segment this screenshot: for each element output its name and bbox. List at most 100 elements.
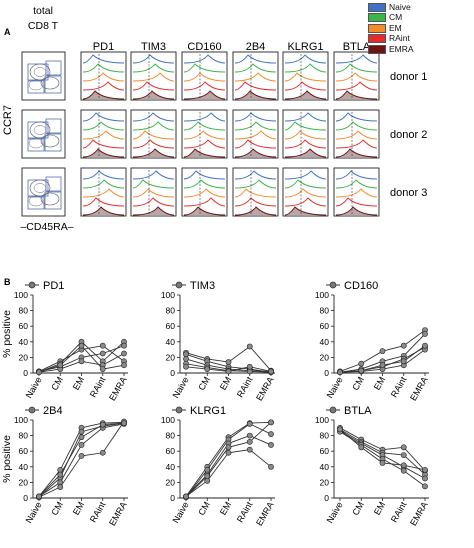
title-dot: [175, 406, 183, 414]
data-point: [99, 342, 106, 349]
histogram-trace: [335, 188, 378, 198]
histogram-trace: [335, 139, 378, 149]
data-point: [78, 358, 85, 365]
gate-plot-donor-2: [21, 109, 66, 159]
histogram-frame: [333, 51, 380, 101]
histogram-cell: [130, 51, 177, 101]
contour: [40, 76, 60, 90]
y-tick-label: 20: [19, 352, 29, 362]
y-tick-label: 100: [315, 290, 329, 300]
y-tick-label: 60: [166, 321, 176, 331]
series-3: [183, 432, 274, 500]
histogram-trace: [183, 54, 226, 64]
histogram-cell: [333, 51, 380, 101]
legend-label: CM: [389, 12, 403, 22]
histogram-frame: [333, 167, 380, 217]
histogram-trace: [284, 54, 327, 64]
y-axis-title: % positive: [1, 310, 13, 358]
y-tick-label: 0: [170, 368, 175, 378]
panel-a-label: A: [4, 27, 11, 37]
y-tick-label: 60: [19, 446, 29, 456]
y-tick-label: 40: [320, 462, 330, 472]
gate-box: [45, 60, 62, 76]
histogram-trace: [183, 81, 226, 91]
histogram-cell: [130, 109, 177, 159]
y-tick-label: 80: [166, 431, 176, 441]
legend-label: EMRA: [389, 43, 414, 54]
gate-plot-donor-1: [21, 51, 66, 101]
title-dot: [175, 281, 183, 289]
data-point: [225, 444, 232, 451]
x-tick-label: EMRA: [254, 375, 276, 403]
data-point: [99, 350, 106, 357]
histogram-trace: [82, 179, 125, 189]
legend-item-emra: EMRA: [368, 44, 472, 54]
y-tick-label: 80: [320, 306, 330, 316]
histogram-trace: [234, 121, 277, 131]
panel-a: A total CD8 T CCR7 –CD45RA– PD1 TIM3 CD160…: [2, 5, 427, 233]
x-tick-label: EMRA: [107, 500, 129, 528]
marker-headers: PD1 TIM3 CD160 2B4 KLRG1 BTLA: [93, 41, 371, 53]
histogram-trace: [284, 206, 327, 216]
gate-box: [27, 179, 49, 197]
histogram-trace: [234, 72, 277, 82]
histogram-trace: [132, 81, 175, 91]
y-axis-title: % positive: [1, 435, 13, 483]
histogram-trace: [183, 170, 226, 180]
data-point: [400, 452, 407, 458]
histogram-trace: [82, 148, 125, 158]
histogram-trace: [284, 112, 327, 122]
histogram-trace: [234, 188, 277, 198]
legend-label: EM: [389, 22, 402, 33]
series-2: [36, 420, 127, 501]
marker-header-tim3: TIM3: [141, 41, 166, 53]
data-point: [57, 471, 64, 478]
data-point: [379, 348, 386, 355]
data-point: [246, 363, 253, 370]
data-point: [422, 467, 428, 473]
y-tick-label: 60: [19, 321, 29, 331]
donor-label-1: donor 1: [390, 71, 427, 83]
data-point: [358, 444, 365, 451]
contour: [40, 134, 60, 148]
donor-label-2: donor 2: [390, 129, 427, 141]
data-point: [225, 449, 232, 456]
donor-labels: donor 1 donor 2 donor 3: [390, 71, 427, 199]
histogram-trace: [234, 170, 277, 180]
histogram-grid: [80, 51, 380, 217]
data-point: [400, 462, 407, 469]
histogram-cell: [333, 109, 380, 159]
x-tick-label: Naive: [171, 500, 191, 525]
data-point: [337, 369, 343, 376]
x-tick-label: EM: [71, 500, 86, 517]
x-tick-label: EM: [218, 375, 233, 392]
data-point: [183, 363, 189, 370]
gate-box: [44, 75, 62, 94]
data-point: [246, 420, 253, 427]
histogram-trace: [82, 112, 125, 122]
data-point: [358, 360, 365, 367]
histogram-trace: [234, 90, 277, 100]
x-tick-label: CM: [350, 375, 366, 392]
series-5: [183, 446, 274, 500]
histogram-trace: [183, 90, 226, 100]
chart-title: BTLA: [344, 405, 372, 417]
chart-title: 2B4: [43, 405, 63, 417]
x-tick-label: EMRA: [408, 500, 430, 528]
histogram-trace: [335, 90, 378, 100]
panel-b-label: B: [4, 277, 11, 287]
histogram-trace: [234, 148, 277, 158]
x-tick-label: RAint: [235, 500, 255, 524]
histogram-trace: [284, 130, 327, 140]
histogram-trace: [183, 197, 226, 207]
series-5: [36, 420, 127, 500]
chart-title: KLRG1: [190, 405, 226, 417]
gate-box: [44, 191, 62, 210]
data-point: [268, 368, 274, 375]
data-point: [337, 426, 343, 433]
data-point: [268, 442, 274, 448]
histogram-cell: [282, 167, 329, 217]
x-tick-label: CM: [49, 375, 65, 392]
histogram-trace: [183, 188, 226, 198]
y-tick-label: 20: [320, 477, 330, 487]
